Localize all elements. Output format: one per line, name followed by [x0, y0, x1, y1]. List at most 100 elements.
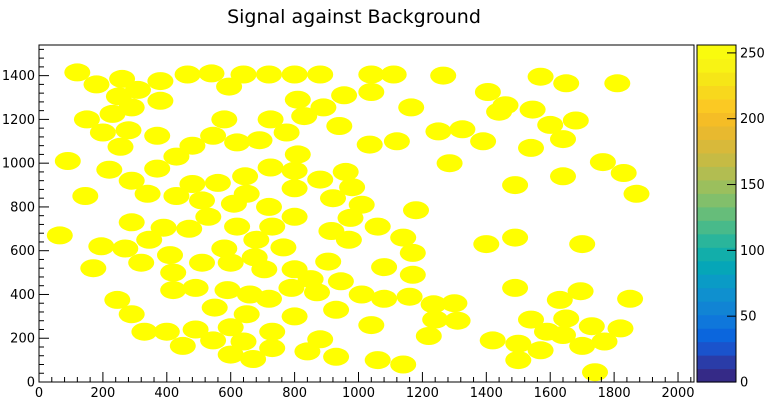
data-point [176, 219, 203, 238]
data-point [195, 207, 222, 226]
data-point [444, 311, 471, 330]
colorbar-band [697, 125, 736, 140]
data-point [553, 309, 580, 328]
data-point [519, 100, 546, 119]
points-layer [46, 63, 650, 382]
x-tick-label: 0 [35, 386, 43, 398]
colorbar-tick-label: 50 [740, 310, 757, 325]
data-point [430, 66, 457, 85]
data-point [80, 259, 107, 278]
data-point [230, 65, 257, 84]
data-point [128, 253, 155, 272]
data-point [259, 217, 286, 236]
data-point [224, 133, 251, 152]
data-point [449, 120, 476, 139]
data-point [473, 235, 500, 254]
data-point [281, 161, 308, 180]
data-point [323, 347, 350, 366]
x-tick-label: 400 [154, 386, 179, 398]
data-point [246, 131, 273, 150]
colorbar-band [697, 287, 736, 302]
data-point [72, 187, 99, 205]
x-tick-label: 600 [218, 386, 243, 398]
data-point [569, 235, 596, 254]
data-point [256, 197, 282, 216]
data-point [398, 98, 425, 117]
data-point [107, 137, 134, 156]
data-point [291, 107, 318, 126]
data-point [623, 184, 650, 203]
data-point [527, 341, 554, 360]
colorbar-band [697, 85, 736, 100]
data-point [527, 67, 554, 86]
data-point [243, 230, 270, 249]
data-point [259, 322, 286, 341]
data-point [281, 65, 308, 84]
x-tick-label: 1200 [406, 386, 439, 398]
data-point [327, 272, 354, 291]
colorbar-tick-label: 200 [740, 112, 764, 127]
colorbar-band [697, 179, 736, 194]
colorbar-band [697, 220, 736, 235]
data-point [64, 63, 91, 82]
data-point [578, 317, 605, 336]
data-point [278, 278, 305, 297]
data-point [224, 217, 251, 236]
data-point [348, 195, 375, 214]
data-point [147, 72, 174, 91]
data-point [383, 132, 410, 151]
x-tick-label: 1000 [342, 386, 375, 398]
data-point [422, 310, 449, 329]
data-point [358, 316, 385, 335]
colorbar-band [697, 166, 736, 181]
data-point [179, 136, 206, 155]
data-point [591, 332, 618, 351]
data-point [73, 110, 100, 129]
data-point [284, 145, 311, 164]
data-point [257, 110, 284, 129]
data-point [331, 86, 358, 105]
data-point [550, 326, 576, 344]
data-point [230, 332, 257, 351]
data-point [396, 287, 423, 306]
data-point [390, 228, 417, 247]
data-point [337, 208, 364, 227]
colorbar-band [697, 341, 736, 356]
data-point [399, 243, 426, 262]
data-point [118, 305, 145, 324]
colorbar-tick-label: 100 [740, 244, 764, 259]
data-point [112, 239, 139, 258]
data-point [403, 201, 429, 220]
data-point [582, 363, 608, 382]
data-point [358, 83, 385, 101]
data-point [179, 175, 206, 193]
data-point [134, 184, 161, 203]
data-point [240, 350, 267, 368]
data-point [96, 160, 123, 179]
data-point [204, 173, 231, 192]
data-point [153, 322, 180, 341]
data-point [567, 282, 594, 301]
data-point [211, 239, 238, 258]
data-point [294, 342, 321, 361]
data-point [201, 298, 228, 317]
x-axis: 0 200 400 600 800 1000 1200 1400 1600 1800 2000 [35, 372, 695, 398]
data-point [436, 154, 463, 173]
data-point [88, 237, 115, 256]
data-point [604, 74, 631, 93]
colorbar-band [697, 45, 736, 60]
data-point [502, 228, 529, 247]
colorbar-band [697, 98, 736, 113]
x-tick-label: 800 [282, 386, 307, 398]
data-point [174, 65, 201, 84]
data-point [131, 322, 158, 341]
data-point [54, 152, 81, 170]
data-point [284, 90, 311, 109]
data-point [550, 130, 576, 149]
data-point [198, 64, 225, 83]
data-point [617, 289, 644, 308]
data-point [486, 102, 513, 121]
data-point [335, 230, 362, 249]
y-tick-label: 0 [27, 376, 35, 391]
data-point [217, 318, 244, 337]
